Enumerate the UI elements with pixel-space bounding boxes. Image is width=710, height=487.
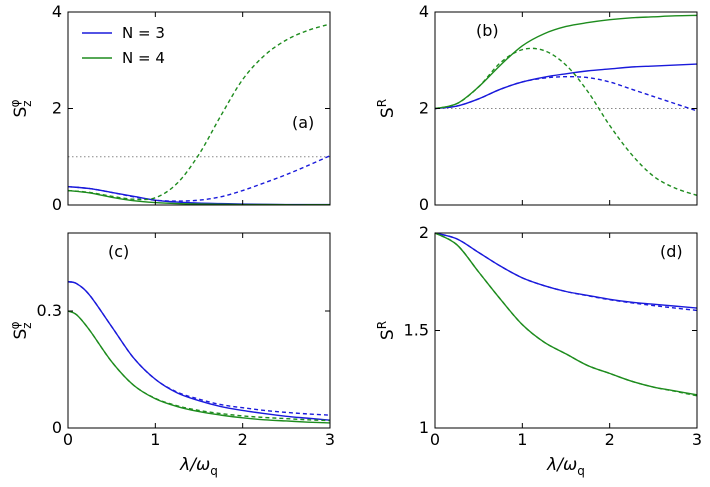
y-tick-label: 0 (419, 195, 429, 214)
x-tick-label: 3 (692, 430, 702, 449)
series-line-dashed-1 (67, 281, 331, 416)
panel-label: (b) (476, 21, 499, 40)
y-tick-label: 0 (52, 418, 62, 437)
y-tick-label: 1.5 (404, 321, 429, 340)
legend: N = 3 N = 4 (82, 24, 165, 67)
panel-a: 0 2 4 Szφ (a) (8, 2, 331, 214)
y-tick-label: 2 (52, 99, 62, 118)
series-line-dashed-3 (434, 232, 698, 397)
y-tick-label: 0 (52, 195, 62, 214)
x-tick-label: 2 (238, 430, 248, 449)
y-tick-label: 4 (52, 2, 62, 21)
x-axis-label: λ/ωq (179, 455, 218, 478)
x-axis-label: λ/ωq (546, 455, 585, 478)
x-tick-label: 0 (63, 430, 73, 449)
series-line-solid-0 (67, 281, 331, 421)
x-tick-label: 2 (605, 430, 615, 449)
y-tick-label: 1 (419, 418, 429, 437)
series-line-solid-0 (434, 232, 698, 309)
series-line-dashed-3 (67, 23, 331, 201)
series-line-dashed-1 (434, 232, 698, 312)
series-line-dashed-3 (434, 47, 698, 197)
plot-frame (434, 232, 698, 429)
panel-label: (a) (292, 113, 314, 132)
panel-b: 0 2 4 SR (b) (375, 2, 698, 214)
series-line-solid-2 (67, 310, 331, 424)
series-line-solid-0 (434, 63, 698, 110)
y-tick-label: 4 (419, 2, 429, 21)
series-line-solid-0 (67, 185, 330, 206)
x-tick-label: 0 (430, 430, 440, 449)
y-tick-label: 0.3 (37, 301, 62, 320)
series-line-dashed-3 (67, 310, 331, 422)
panel-label: (d) (660, 242, 683, 261)
series-line-dashed-1 (434, 75, 698, 112)
x-tick-label: 1 (517, 430, 527, 449)
y-axis-label: Szφ (8, 99, 34, 117)
y-tick-label: 2 (419, 99, 429, 118)
x-tick-label: 3 (325, 430, 335, 449)
series-line-dashed-1 (67, 155, 331, 202)
series-line-solid-2 (434, 14, 698, 110)
y-axis-label: Szφ (8, 321, 34, 339)
series-line-solid-2 (434, 232, 698, 396)
y-tick-label: 2 (419, 223, 429, 242)
y-axis-label: SR (375, 99, 398, 118)
legend-label: N = 3 (122, 24, 165, 42)
panel-label: (c) (108, 242, 129, 261)
plot-frame (434, 11, 698, 206)
plot-frame (67, 11, 331, 206)
y-axis-label: SR (375, 321, 398, 340)
x-tick-label: 1 (150, 430, 160, 449)
plot-frame (67, 232, 331, 429)
legend-label: N = 4 (122, 49, 165, 67)
